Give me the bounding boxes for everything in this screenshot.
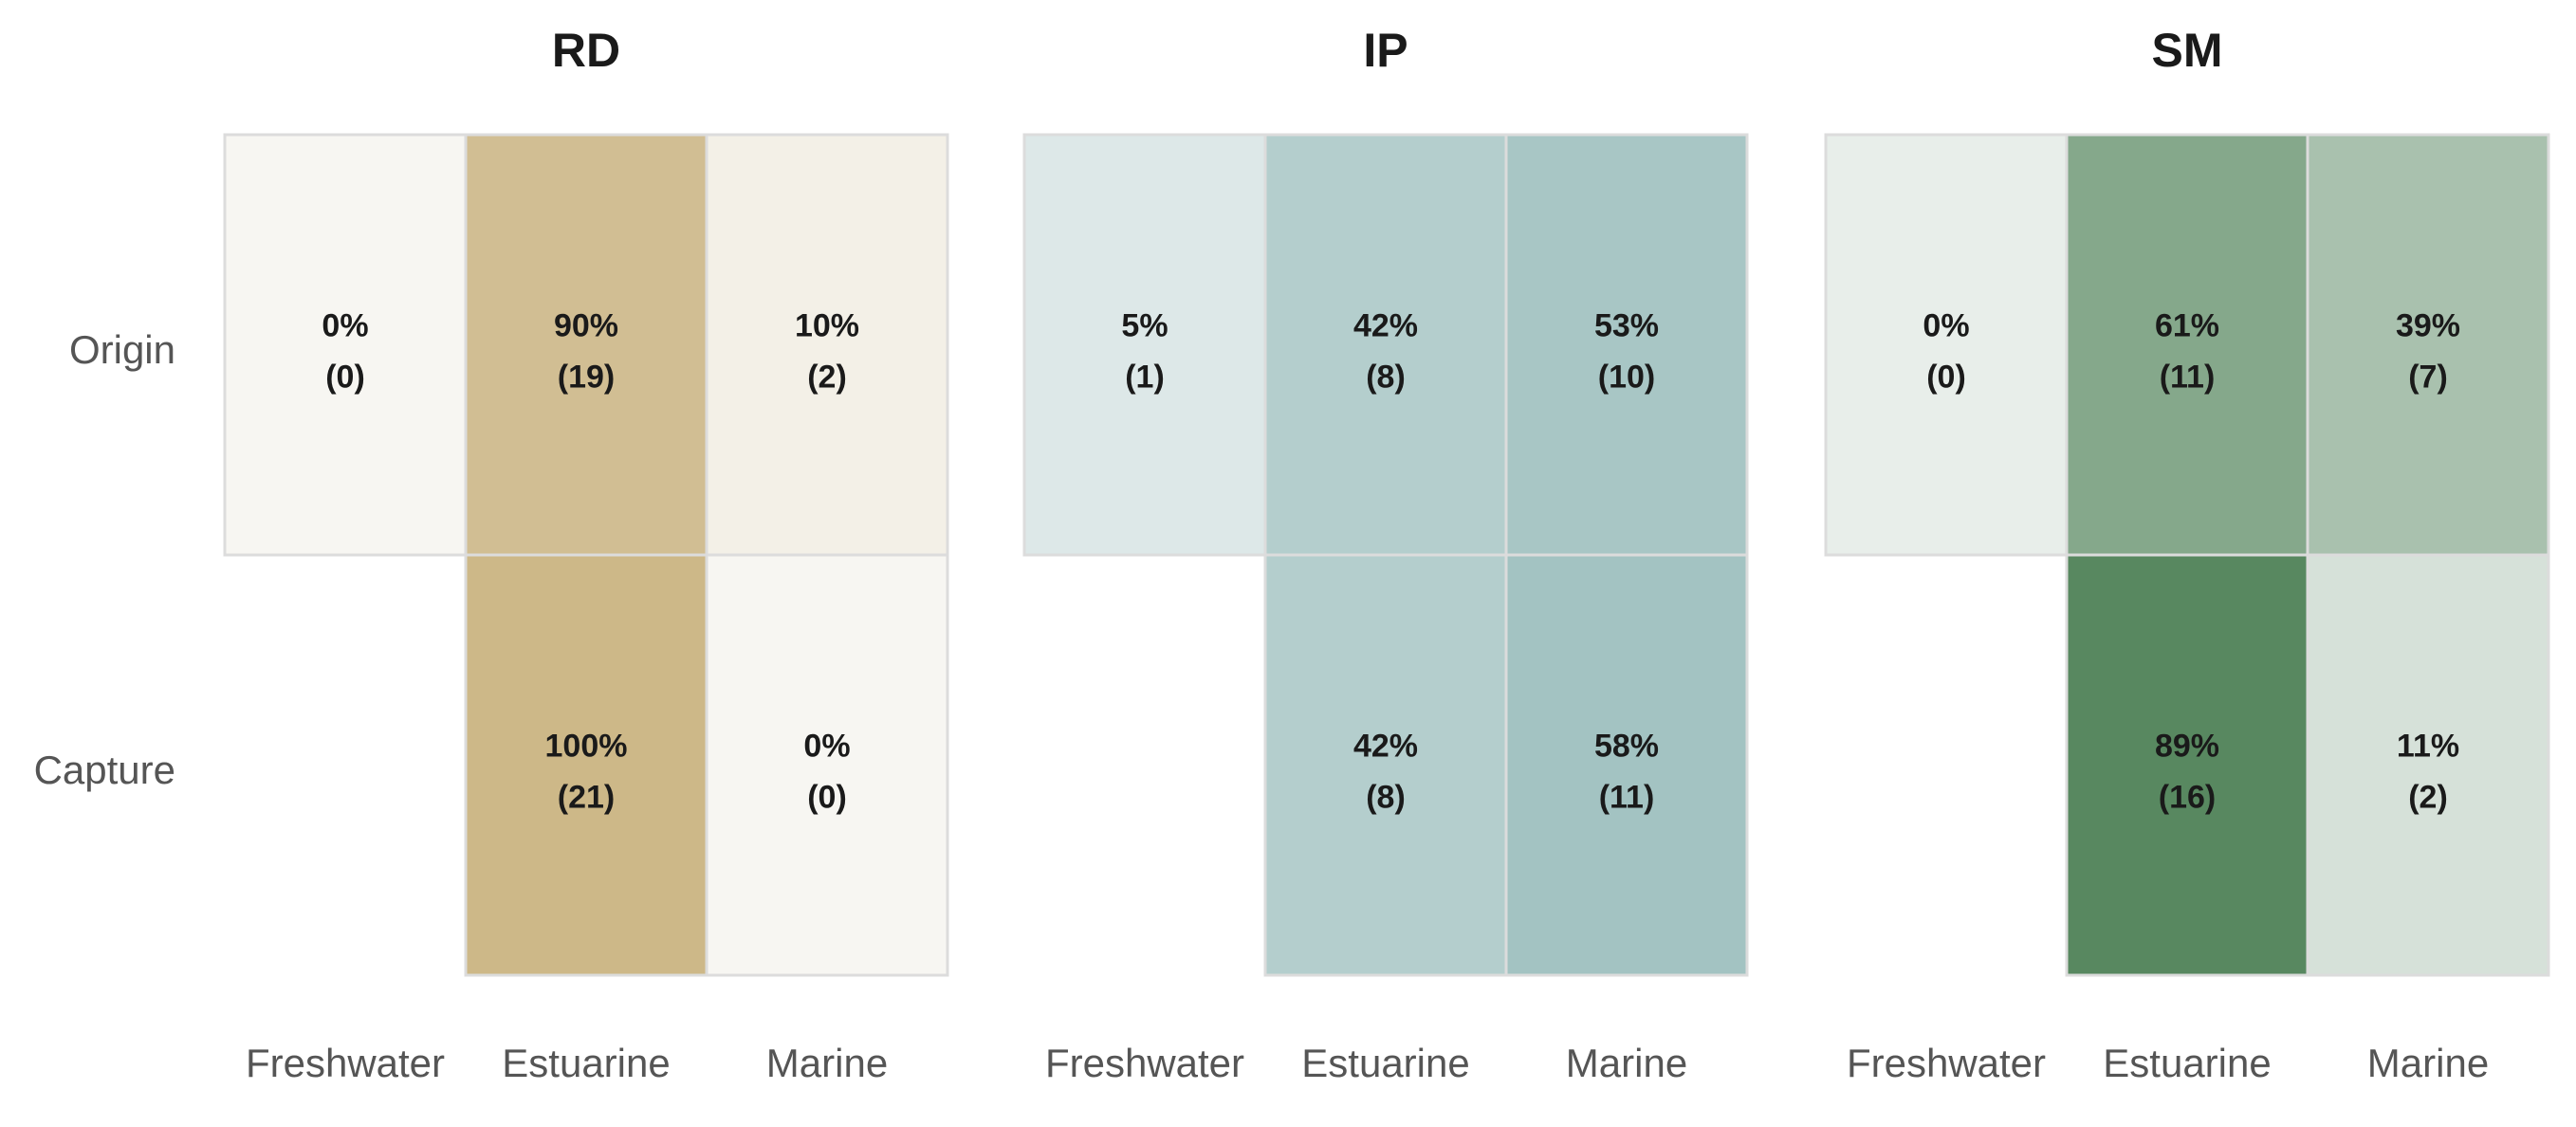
cell-percent-label: 42% (1353, 728, 1418, 764)
cell-rd-origin-freshwater (223, 133, 468, 557)
cell-percent-label: 0% (1923, 307, 1969, 343)
cell-ip-capture-estuarine (1263, 553, 1508, 977)
cell-rd-capture-marine (705, 553, 949, 977)
cell-percent-label: 53% (1594, 307, 1659, 343)
cell-ip-origin-freshwater (1022, 133, 1267, 557)
cell-count-label: (11) (1599, 779, 1655, 815)
cell-count-label: (11) (2160, 359, 2216, 395)
cell-count-label: (8) (1366, 359, 1406, 395)
cell-rd-origin-marine (705, 133, 949, 557)
cell-count-label: (0) (807, 779, 847, 815)
cell-percent-label: 39% (2396, 307, 2460, 343)
row-label-capture: Capture (34, 748, 175, 792)
cell-percent-label: 5% (1121, 307, 1168, 343)
cell-count-label: (7) (2408, 359, 2448, 395)
cell-percent-label: 89% (2155, 728, 2219, 764)
cell-rd-origin-estuarine (464, 133, 708, 557)
panel-title-rd: RD (552, 24, 620, 77)
column-label-sm-freshwater: Freshwater (1847, 1041, 2046, 1085)
cell-count-label: (10) (1598, 359, 1655, 395)
panels: RD 0% (0) 90% (19) 10% (2) 100% (21) 0% (0) Freshwa… (223, 24, 2550, 1085)
cell-percent-label: 11% (2397, 728, 2459, 764)
cell-percent-label: 0% (322, 307, 368, 343)
cell-percent-label: 10% (795, 307, 859, 343)
cell-count-label: (2) (807, 359, 847, 395)
cell-count-label: (2) (2408, 779, 2448, 815)
cell-count-label: (16) (2159, 779, 2216, 815)
cell-percent-label: 90% (554, 307, 618, 343)
cell-percent-label: 100% (545, 728, 628, 764)
column-label-ip-estuarine: Estuarine (1301, 1041, 1469, 1085)
cell-count-label: (0) (1926, 359, 1966, 395)
cell-ip-origin-estuarine (1263, 133, 1508, 557)
column-label-ip-marine: Marine (1566, 1041, 1687, 1085)
panel-title-ip: IP (1363, 24, 1408, 77)
cell-percent-label: 0% (803, 728, 850, 764)
column-label-sm-estuarine: Estuarine (2103, 1041, 2271, 1085)
column-label-rd-marine: Marine (766, 1041, 888, 1085)
cell-ip-origin-marine (1504, 133, 1749, 557)
column-label-sm-marine: Marine (2367, 1041, 2489, 1085)
cell-count-label: (8) (1366, 779, 1406, 815)
cell-count-label: (19) (558, 359, 615, 395)
cell-count-label: (1) (1125, 359, 1165, 395)
cell-sm-capture-marine (2306, 553, 2550, 977)
column-label-rd-freshwater: Freshwater (246, 1041, 445, 1085)
cell-ip-capture-marine (1504, 553, 1749, 977)
panel-title-sm: SM (2152, 24, 2223, 77)
cell-sm-origin-estuarine (2065, 133, 2309, 557)
column-label-ip-freshwater: Freshwater (1045, 1041, 1244, 1085)
cell-sm-capture-estuarine (2065, 553, 2309, 977)
cell-sm-origin-marine (2306, 133, 2550, 557)
cell-rd-capture-estuarine (464, 553, 708, 977)
row-label-origin: Origin (69, 327, 175, 372)
cell-percent-label: 61% (2155, 307, 2219, 343)
column-label-rd-estuarine: Estuarine (502, 1041, 670, 1085)
cell-count-label: (21) (558, 779, 615, 815)
cell-percent-label: 58% (1594, 728, 1659, 764)
cell-sm-origin-freshwater (1824, 133, 2069, 557)
cell-percent-label: 42% (1353, 307, 1418, 343)
cell-count-label: (0) (325, 359, 365, 395)
